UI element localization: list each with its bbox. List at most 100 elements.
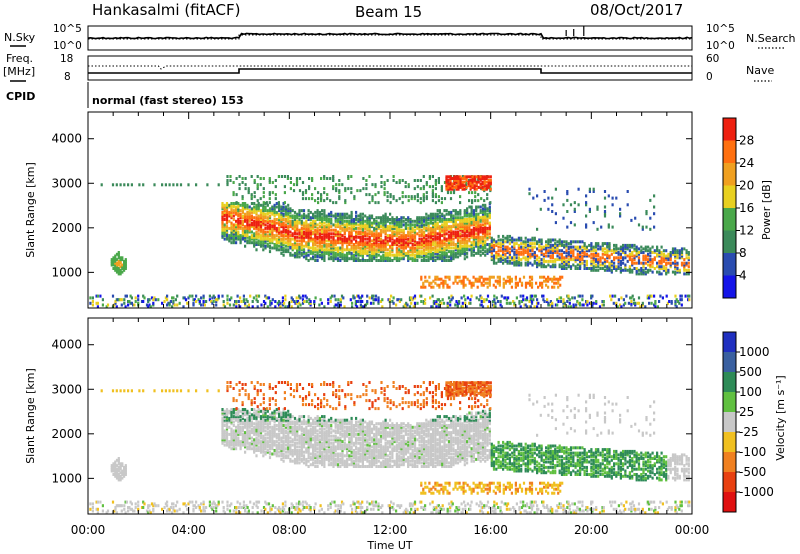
power-cell: [326, 193, 329, 197]
power-cell: [481, 214, 485, 218]
colorbar-swatch: [723, 275, 736, 299]
power-cell: [461, 228, 464, 232]
power-cell: [314, 230, 317, 234]
power-cell: [427, 216, 430, 220]
power-cell: [603, 251, 607, 254]
power-cell: [307, 209, 310, 213]
power-cell: [472, 209, 475, 213]
power-cell: [121, 263, 124, 267]
power-cell: [339, 253, 342, 257]
power-cell: [379, 228, 383, 232]
power-cell: [318, 235, 321, 239]
power-cell: [413, 187, 416, 191]
power-cell: [389, 244, 392, 248]
power-cell: [268, 244, 272, 248]
power-cell: [599, 263, 602, 267]
power-cell: [687, 256, 690, 260]
power-cell: [278, 228, 281, 232]
power-cell: [671, 247, 675, 251]
power-cell: [597, 258, 600, 262]
power-cell: [318, 212, 321, 216]
power-cell: [416, 193, 419, 197]
power-cell: [418, 221, 421, 225]
power-cell: [419, 197, 422, 201]
power-cell: [556, 258, 559, 262]
power-cell: [278, 203, 281, 207]
power-cell: [512, 300, 515, 303]
power-cell: [660, 265, 663, 269]
power-cell: [355, 232, 358, 236]
power-cell: [391, 300, 394, 303]
power-cell: [230, 212, 233, 216]
power-cell: [626, 247, 629, 251]
velocity-cell: [237, 416, 240, 420]
power-cell: [515, 251, 518, 254]
power-cell: [96, 301, 99, 305]
power-cell: [441, 298, 444, 302]
velocity-cell: [223, 438, 226, 442]
power-cell: [443, 243, 446, 246]
power-cell: [522, 249, 525, 253]
power-cell: [124, 305, 127, 309]
power-cell: [250, 230, 253, 234]
power-cell: [687, 251, 690, 254]
power-cell: [456, 244, 460, 248]
power-cell: [302, 234, 306, 238]
power-cell: [253, 225, 256, 229]
power-cell: [530, 301, 534, 305]
velocity-cell: [244, 422, 247, 426]
power-cell: [359, 253, 362, 257]
power-cell: [610, 270, 613, 274]
power-cell: [641, 227, 644, 231]
power-cell: [488, 216, 491, 220]
power-cell: [635, 251, 638, 254]
power-cell: [425, 241, 428, 245]
power-cell: [471, 185, 474, 189]
power-cell: [198, 300, 201, 303]
power-cell: [336, 246, 340, 250]
power-cell: [382, 257, 385, 261]
power-cell: [410, 301, 413, 305]
power-cell: [486, 221, 489, 225]
power-cell: [386, 255, 389, 259]
power-cell: [603, 259, 607, 263]
power-cell: [471, 180, 474, 184]
power-cell: [264, 234, 267, 238]
power-cell: [293, 226, 297, 230]
power-cell: [424, 298, 427, 302]
power-cell: [549, 256, 552, 260]
power-cell: [314, 239, 317, 243]
power-cell: [323, 175, 326, 178]
power-cell: [470, 285, 473, 289]
power-cell: [502, 240, 505, 244]
power-cell: [323, 221, 326, 225]
power-cell: [336, 250, 340, 254]
velocity-cell: [237, 432, 240, 436]
power-cell: [316, 251, 319, 255]
power-cell: [361, 216, 364, 220]
power-cell: [425, 218, 428, 221]
power-cell: [462, 277, 465, 281]
power-cell: [642, 268, 645, 272]
velocity-cell: [244, 438, 247, 442]
power-cell: [429, 218, 432, 221]
power-cell: [266, 225, 269, 229]
power-cell: [402, 243, 405, 246]
power-cell: [282, 250, 285, 254]
velocity-cell: [232, 438, 235, 442]
power-cell: [504, 245, 507, 249]
power-cell: [312, 226, 315, 230]
velocity-cell: [235, 441, 238, 445]
power-cell: [384, 244, 387, 248]
power-cell: [540, 251, 543, 254]
power-cell: [244, 212, 247, 216]
power-cell: [350, 230, 353, 234]
power-cell: [398, 179, 401, 182]
power-cell: [343, 214, 346, 218]
power-cell: [171, 305, 174, 309]
power-cell: [408, 296, 412, 300]
power-cell: [452, 209, 455, 213]
power-cell: [320, 301, 323, 305]
power-cell: [680, 251, 684, 254]
power-cell: [357, 218, 360, 221]
